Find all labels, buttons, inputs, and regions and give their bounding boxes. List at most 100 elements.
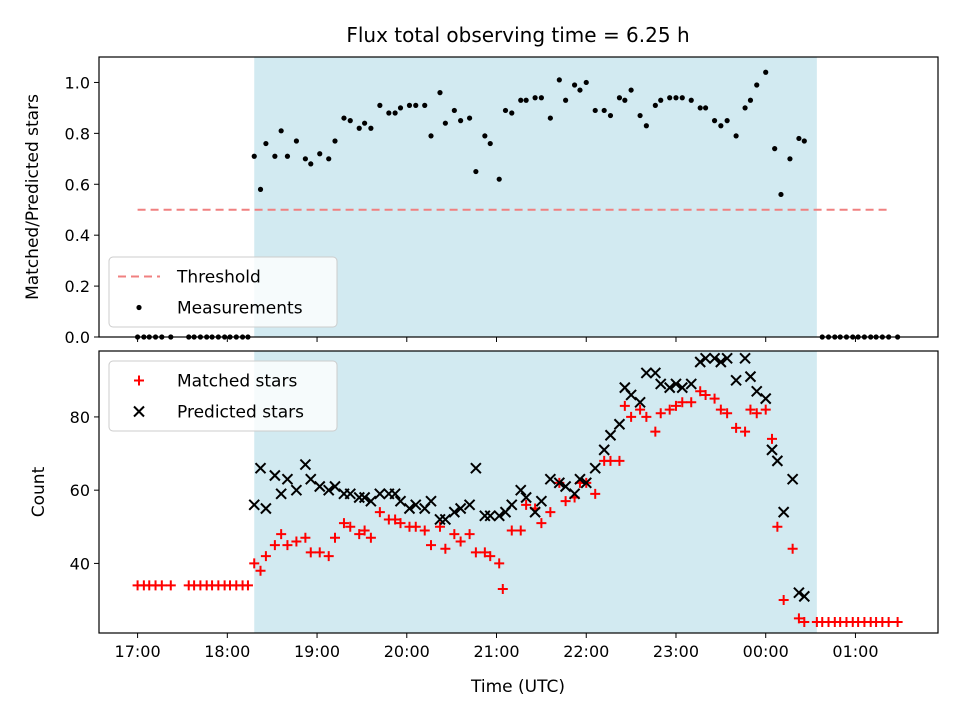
data-point xyxy=(711,118,718,124)
data-point xyxy=(395,518,406,529)
data-point xyxy=(655,408,666,419)
data-point xyxy=(455,536,466,547)
data-point xyxy=(643,123,649,129)
data-point xyxy=(760,392,772,405)
data-point xyxy=(345,521,356,532)
data-point xyxy=(254,462,267,474)
data-point xyxy=(403,502,416,515)
data-point xyxy=(616,95,623,101)
data-point xyxy=(708,352,721,365)
data-point xyxy=(275,488,287,500)
data-point xyxy=(284,153,291,159)
data-point xyxy=(778,595,789,606)
data-point xyxy=(329,532,340,543)
x-tick-label: 20:00 xyxy=(384,642,430,661)
axes-frame xyxy=(98,350,939,634)
data-point xyxy=(473,168,479,175)
data-point xyxy=(300,532,311,543)
data-point xyxy=(482,133,488,139)
data-point xyxy=(559,480,572,493)
x-tick-label: 00:00 xyxy=(743,642,789,661)
data-point xyxy=(413,102,419,108)
plot-layer: 0.0 0.2 0.4 0.6 0.8 1.0 Threshold Measurements 4… xyxy=(65,56,939,661)
data-point xyxy=(655,378,667,390)
data-point xyxy=(547,115,553,121)
data-point xyxy=(883,617,894,628)
data-point xyxy=(778,191,784,198)
data-point xyxy=(677,397,688,408)
data-point xyxy=(607,112,614,119)
data-point xyxy=(715,356,727,368)
data-point xyxy=(686,397,697,408)
data-point xyxy=(406,102,413,108)
data-point xyxy=(302,156,308,162)
data-point xyxy=(739,352,751,365)
data-point xyxy=(362,120,368,126)
data-point xyxy=(560,496,571,507)
data-point xyxy=(255,565,266,576)
data-point xyxy=(529,506,541,518)
data-point xyxy=(442,120,448,126)
y-tick-label: 0.2 xyxy=(65,277,90,296)
data-point xyxy=(390,514,401,525)
data-point xyxy=(358,491,371,504)
data-point xyxy=(347,118,353,124)
data-point xyxy=(249,558,260,569)
data-point xyxy=(451,107,457,114)
data-point xyxy=(397,105,404,111)
data-point xyxy=(685,378,697,390)
y-tick-label: 0.6 xyxy=(65,175,90,194)
data-point xyxy=(317,151,323,157)
data-point xyxy=(523,97,529,103)
data-point xyxy=(536,518,547,529)
data-point xyxy=(635,404,646,415)
data-point xyxy=(428,133,434,139)
data-point xyxy=(305,473,317,485)
bottom-y-axis-label: Count xyxy=(29,466,49,517)
data-point xyxy=(487,140,493,147)
legend-label: Matched stars xyxy=(177,372,297,392)
data-point xyxy=(365,532,376,543)
data-point xyxy=(263,140,269,147)
data-point xyxy=(892,617,903,628)
data-point xyxy=(574,473,586,485)
x-tick-label: 17:00 xyxy=(115,642,161,661)
data-point xyxy=(628,87,634,93)
legend: Threshold Measurements xyxy=(108,256,338,328)
data-point xyxy=(747,97,754,103)
data-point xyxy=(509,110,515,116)
data-point xyxy=(590,488,601,499)
legend-marker xyxy=(133,405,145,418)
data-point xyxy=(676,381,688,394)
data-point xyxy=(332,138,338,144)
data-point xyxy=(470,547,481,558)
data-point xyxy=(374,488,386,500)
data-point xyxy=(679,95,685,101)
data-point xyxy=(422,102,428,108)
data-point xyxy=(326,156,332,162)
y-tick-label: 80 xyxy=(70,408,90,427)
data-point xyxy=(341,115,347,121)
data-point xyxy=(652,102,658,108)
data-point xyxy=(751,408,762,419)
data-point xyxy=(419,525,430,536)
data-point xyxy=(568,488,581,500)
data-point xyxy=(613,418,626,430)
data-point xyxy=(766,433,777,444)
data-point xyxy=(694,356,706,368)
data-point xyxy=(299,458,312,471)
data-point xyxy=(745,404,756,415)
data-point xyxy=(484,510,496,522)
data-point xyxy=(290,484,303,496)
data-point xyxy=(699,352,712,365)
legend-label: Predicted stars xyxy=(177,403,304,423)
data-point xyxy=(466,115,473,121)
data-point xyxy=(604,429,617,441)
data-point xyxy=(583,79,589,86)
data-point xyxy=(439,513,452,526)
data-point xyxy=(493,510,505,522)
data-point xyxy=(772,146,778,152)
data-point xyxy=(589,462,601,474)
data-point xyxy=(374,507,385,518)
data-point xyxy=(425,495,437,507)
